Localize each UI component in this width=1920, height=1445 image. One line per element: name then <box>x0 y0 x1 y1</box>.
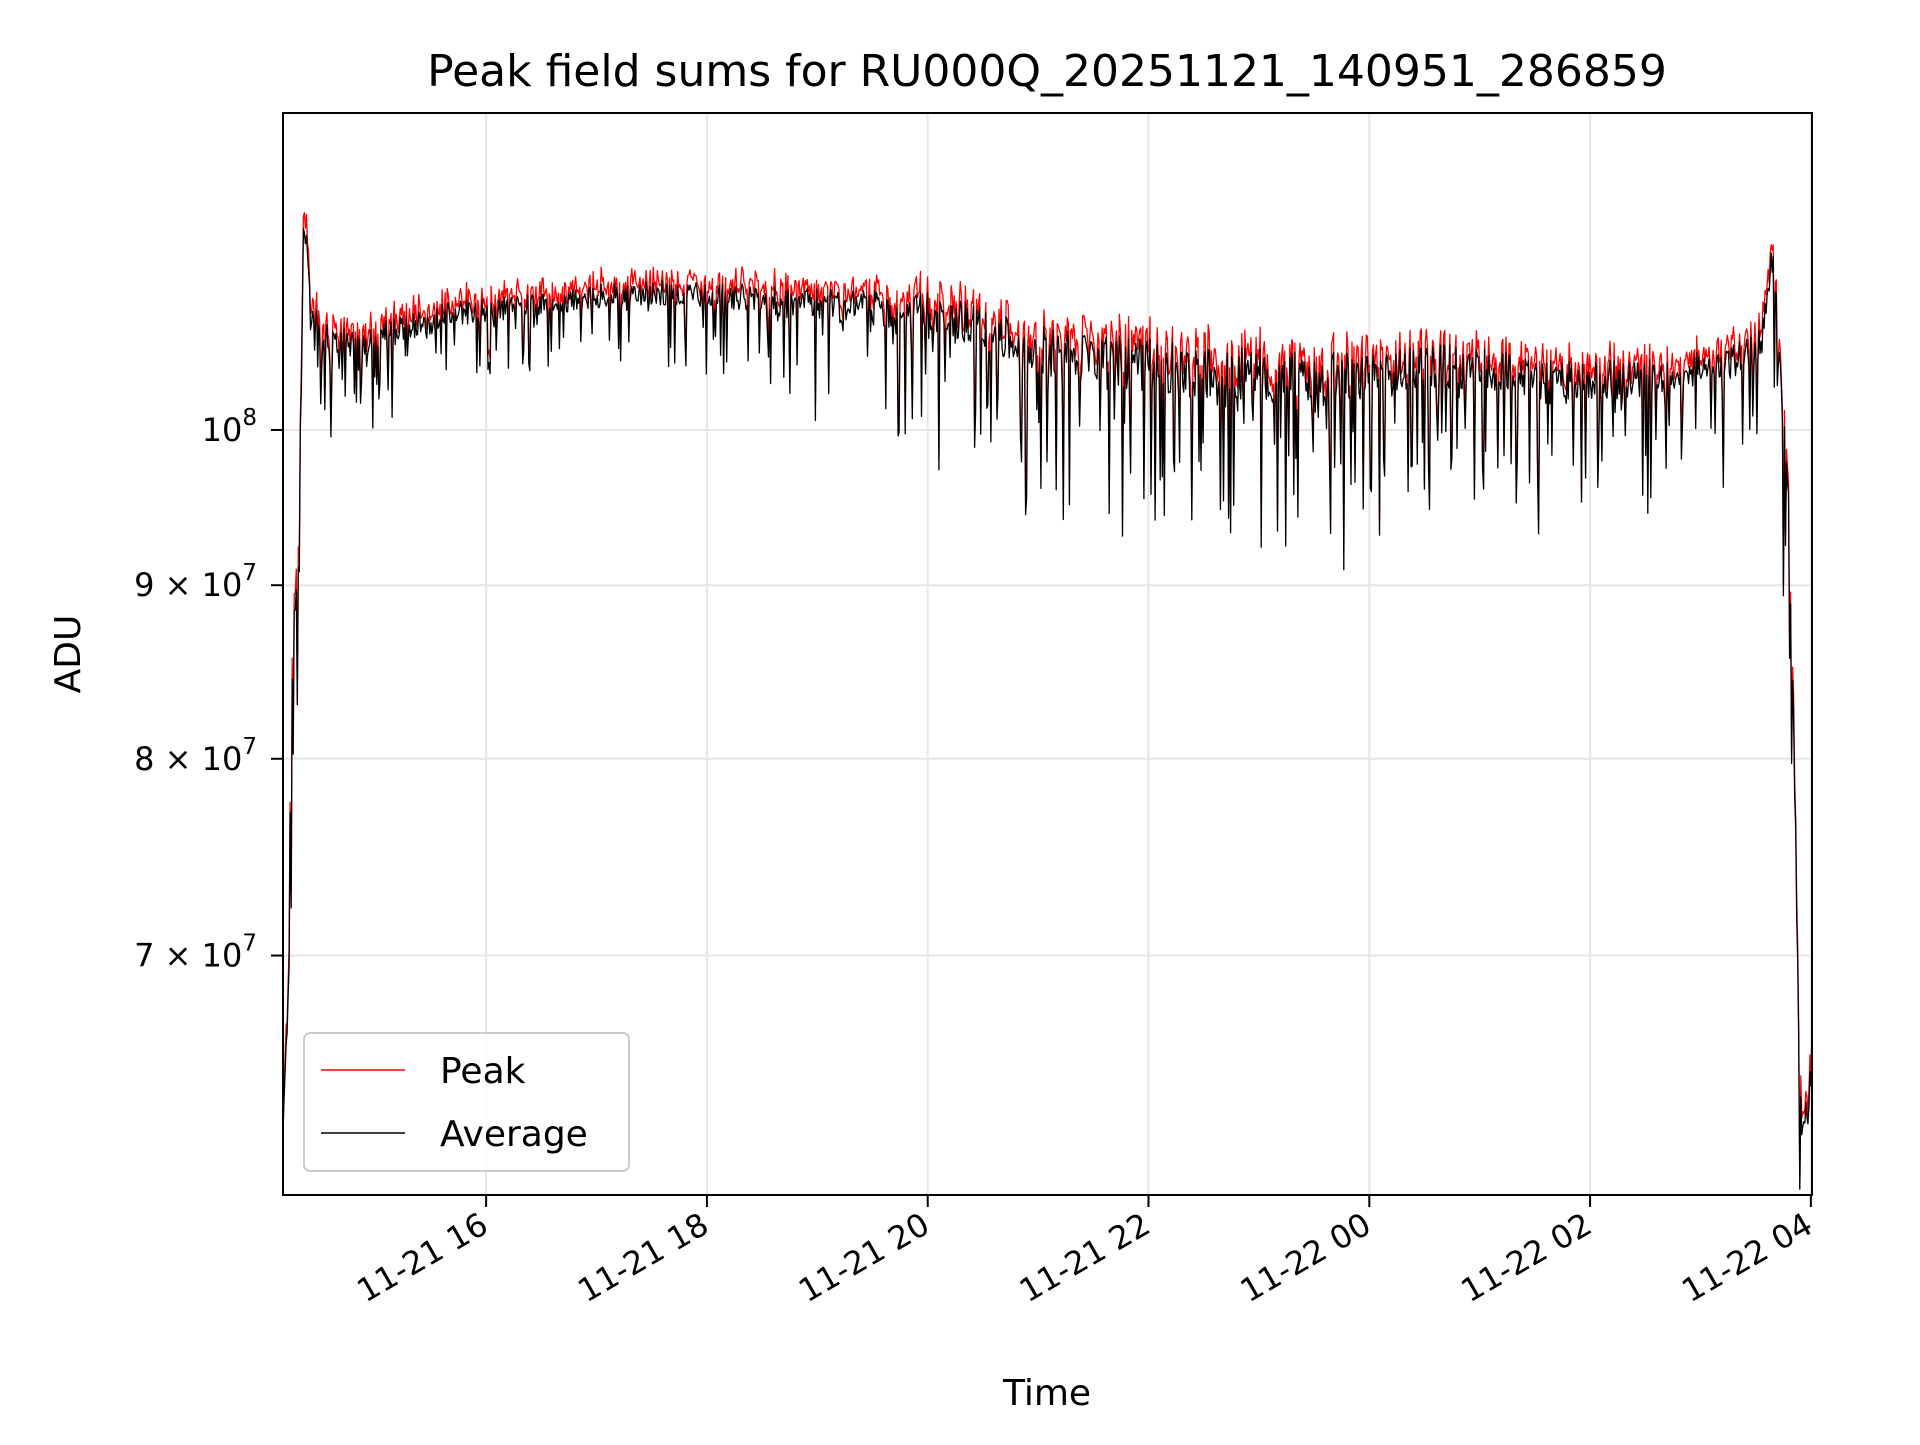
legend-label-average: Average <box>440 1114 588 1155</box>
plot-frame <box>282 112 1813 1196</box>
series-line-average <box>282 227 1813 1190</box>
x-axis-label: Time <box>1002 1373 1091 1414</box>
y-tick-label: 9 × 107 <box>134 560 257 604</box>
y-axis-label: ADU <box>48 615 89 694</box>
y-tick-label: 7 × 107 <box>134 931 257 975</box>
y-tick-label: 108 <box>202 405 257 449</box>
legend: Peak Average <box>303 1032 630 1172</box>
series-layer <box>282 212 1813 1190</box>
chart-title: Peak field sums for RU000Q_20251121_1409… <box>427 46 1667 97</box>
legend-label-peak: Peak <box>440 1051 526 1092</box>
y-tick-label: 8 × 107 <box>134 734 257 778</box>
legend-box <box>303 1032 630 1172</box>
